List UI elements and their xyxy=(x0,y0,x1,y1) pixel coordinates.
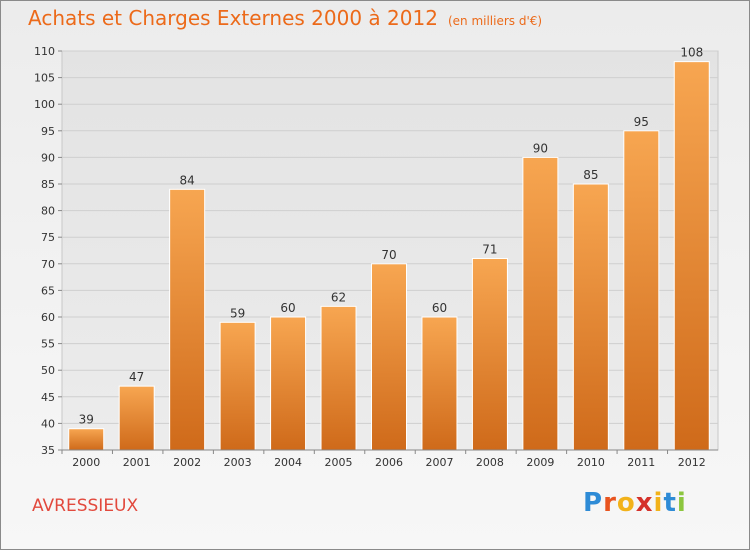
bar-2006 xyxy=(371,263,407,451)
y-tick-label: 35 xyxy=(41,444,55,457)
y-tick-label: 110 xyxy=(34,45,55,58)
bar-2001 xyxy=(118,385,155,451)
logo-letter: r xyxy=(603,488,617,518)
x-tick-label: 2006 xyxy=(375,456,403,469)
logo-letter: x xyxy=(635,488,654,518)
bar-2011 xyxy=(623,130,660,451)
x-tick-label: 2008 xyxy=(476,456,504,469)
bar-value-label: 84 xyxy=(180,173,195,187)
chart-title: Achats et Charges Externes 2000 à 2012 (e… xyxy=(28,6,542,30)
bar-2004 xyxy=(270,316,307,451)
x-tick-label: 2007 xyxy=(425,456,453,469)
logo-letter: i xyxy=(676,488,687,518)
bar-2010 xyxy=(572,183,609,451)
x-tick-label: 2004 xyxy=(274,456,302,469)
bar-2009 xyxy=(522,156,559,451)
logo-letter: o xyxy=(616,488,636,518)
y-tick-label: 100 xyxy=(34,98,55,111)
logo-letter: P xyxy=(583,488,604,518)
x-tick-label: 2000 xyxy=(72,456,100,469)
bar-value-label: 108 xyxy=(680,46,703,60)
y-tick-label: 95 xyxy=(41,125,55,138)
bar-value-label: 95 xyxy=(634,115,649,129)
x-tick-label: 2009 xyxy=(526,456,554,469)
x-tick-label: 2011 xyxy=(627,456,655,469)
bar-2005 xyxy=(320,305,357,451)
bar-value-label: 90 xyxy=(533,141,548,155)
bar-2000 xyxy=(68,428,105,451)
y-axis: 35 40 45 50 55 60 65 70 75 80 85 90 95 100 105 110 xyxy=(34,45,62,457)
logo-letter: t xyxy=(663,488,677,518)
x-tick-label: 2001 xyxy=(123,456,151,469)
y-tick-label: 90 xyxy=(41,151,55,164)
bar-2012 xyxy=(673,61,710,451)
y-tick-label: 75 xyxy=(41,231,55,244)
bar-2007 xyxy=(421,316,458,451)
chart-title-text: Achats et Charges Externes 2000 à 2012 xyxy=(28,6,438,30)
city-name: AVRESSIEUX xyxy=(32,496,139,516)
bar-value-label: 62 xyxy=(331,290,346,304)
y-tick-label: 40 xyxy=(41,417,55,430)
bar-value-label: 85 xyxy=(583,168,598,182)
y-tick-label: 50 xyxy=(41,364,55,377)
bar-value-label: 71 xyxy=(482,242,497,256)
x-tick-label: 2002 xyxy=(173,456,201,469)
bar-value-label: 60 xyxy=(432,301,447,315)
x-tick-label: 2005 xyxy=(325,456,353,469)
bar-value-label: 39 xyxy=(79,413,94,427)
y-tick-label: 85 xyxy=(41,178,55,191)
chart-unit: (en milliers d'€) xyxy=(447,14,543,28)
x-tick-label: 2012 xyxy=(678,456,706,469)
y-tick-label: 105 xyxy=(34,72,55,85)
x-tick-label: 2010 xyxy=(577,456,605,469)
y-tick-label: 80 xyxy=(41,205,55,218)
y-tick-label: 60 xyxy=(41,311,55,324)
bars: 39 47 84 59 60 62 70 60 71 90 85 95 108 xyxy=(68,46,710,451)
bar-value-label: 47 xyxy=(129,370,144,384)
x-tick-label: 2003 xyxy=(224,456,252,469)
bar-value-label: 60 xyxy=(280,301,295,315)
y-tick-label: 45 xyxy=(41,391,55,404)
logo-letter: i xyxy=(653,488,664,518)
bar-2002 xyxy=(169,188,206,451)
y-tick-label: 65 xyxy=(41,284,55,297)
bar-value-label: 59 xyxy=(230,306,245,320)
bar-value-label: 70 xyxy=(381,248,396,262)
proxiti-logo[interactable]: Proxiti xyxy=(583,488,687,518)
bar-2003 xyxy=(219,321,256,451)
bar-2008 xyxy=(471,257,508,451)
y-tick-label: 70 xyxy=(41,258,55,271)
y-tick-label: 55 xyxy=(41,338,55,351)
x-axis: 2000 2001 2002 2003 2004 2005 2006 2007 2008 2009… xyxy=(61,449,718,469)
